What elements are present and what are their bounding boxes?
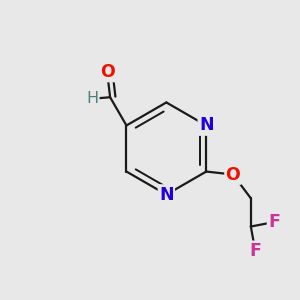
Text: H: H bbox=[86, 91, 98, 106]
Text: F: F bbox=[249, 242, 261, 260]
Text: N: N bbox=[199, 116, 214, 134]
Text: N: N bbox=[159, 186, 174, 204]
Text: O: O bbox=[100, 63, 115, 81]
Text: O: O bbox=[226, 166, 240, 184]
Text: F: F bbox=[268, 213, 280, 231]
